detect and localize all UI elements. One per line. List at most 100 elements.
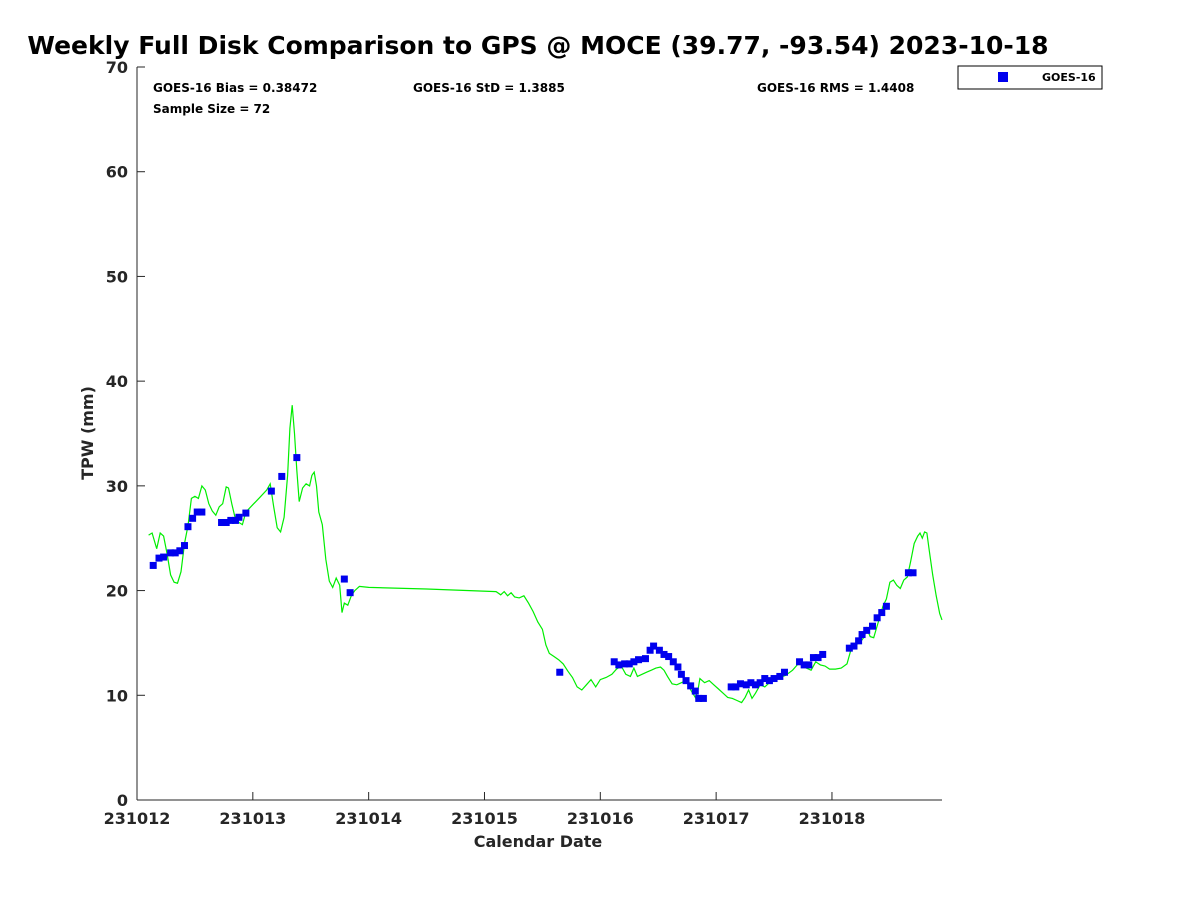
y-tick-label: 60 — [106, 163, 128, 182]
goes-point — [845, 644, 853, 652]
x-tick-label: 231018 — [799, 809, 866, 828]
gps-line — [148, 405, 943, 704]
y-axis-label: TPW (mm) — [78, 386, 97, 480]
goes-point — [674, 663, 682, 671]
goes-point — [765, 677, 773, 685]
y-tick-label: 50 — [106, 267, 128, 286]
goes-point — [160, 553, 168, 561]
goes-point — [171, 549, 179, 557]
goes-point — [850, 642, 858, 650]
x-tick-label: 231017 — [683, 809, 750, 828]
goes-point — [655, 646, 663, 654]
goes-point — [747, 679, 755, 687]
goes-point — [556, 668, 564, 676]
goes-point — [776, 672, 784, 680]
axis-ticks: 0 10 20 30 40 50 60 70 231012 231013 231014 231015 2… — [104, 58, 866, 828]
goes-point — [610, 658, 618, 666]
std-annotation: GOES-16 StD = 1.3885 — [413, 81, 565, 95]
goes-point — [293, 454, 301, 462]
goes-point — [193, 508, 201, 516]
goes-point — [677, 670, 685, 678]
goes-point — [635, 656, 643, 664]
goes-point — [167, 549, 175, 557]
goes-point — [814, 654, 822, 662]
goes-point — [660, 650, 668, 658]
goes-point — [149, 561, 157, 569]
goes-point — [346, 589, 354, 597]
goes-point — [682, 677, 690, 685]
legend-label: GOES-16 — [1042, 71, 1096, 84]
rms-annotation: GOES-16 RMS = 1.4408 — [757, 81, 914, 95]
goes-point — [882, 602, 890, 610]
y-tick-label: 20 — [106, 582, 128, 601]
goes-point — [904, 569, 912, 577]
goes-point — [780, 668, 788, 676]
goes-point — [687, 682, 695, 690]
goes-point — [691, 687, 699, 695]
goes-point — [650, 642, 658, 650]
goes-point — [189, 514, 197, 522]
goes-point — [742, 681, 750, 689]
goes-point — [340, 575, 348, 583]
goes-point — [752, 681, 760, 689]
gps-series — [148, 405, 943, 704]
plot-area — [137, 67, 942, 800]
goes-point — [819, 650, 827, 658]
goes-point — [630, 658, 638, 666]
chart-title: Weekly Full Disk Comparison to GPS @ MOC… — [27, 31, 1048, 60]
legend-box — [957, 65, 1103, 90]
legend: GOES-16 — [957, 65, 1103, 90]
x-axis-label: Calendar Date — [474, 832, 603, 851]
goes-point — [218, 519, 226, 527]
goes-point — [732, 683, 740, 691]
goes-point — [176, 547, 184, 555]
goes-point — [796, 658, 804, 666]
goes-point — [242, 509, 250, 517]
goes-point — [909, 569, 917, 577]
goes-point — [155, 554, 163, 562]
goes-point — [227, 516, 235, 524]
goes-point — [878, 609, 886, 617]
goes-point — [641, 655, 649, 663]
goes-point — [727, 683, 735, 691]
goes-point — [699, 694, 707, 702]
bias-annotation: GOES-16 Bias = 0.38472 — [153, 81, 317, 95]
goes-point — [615, 661, 623, 669]
y-tick-label: 30 — [106, 477, 128, 496]
y-tick-label: 10 — [106, 686, 128, 705]
goes-point — [278, 472, 286, 480]
x-tick-label: 231014 — [335, 809, 402, 828]
goes-point — [800, 661, 808, 669]
legend-marker — [998, 72, 1008, 82]
goes-point — [267, 487, 275, 495]
y-tick-label: 70 — [106, 58, 128, 77]
goes-point — [873, 614, 881, 622]
goes-point — [695, 694, 703, 702]
x-tick-label: 231012 — [104, 809, 171, 828]
goes-point — [805, 661, 813, 669]
goes-point — [869, 622, 877, 630]
sample-size-annotation: Sample Size = 72 — [153, 102, 270, 116]
goes-point — [625, 660, 633, 668]
goes-point — [761, 675, 769, 683]
goes-point — [809, 654, 817, 662]
goes-point — [736, 680, 744, 688]
goes-point — [198, 508, 206, 516]
goes-point — [184, 523, 192, 531]
goes-point — [646, 646, 654, 654]
x-tick-label: 231015 — [451, 809, 518, 828]
goes-point — [669, 658, 677, 666]
goes-point — [863, 626, 871, 634]
x-tick-label: 231013 — [219, 809, 286, 828]
goes-series — [149, 454, 917, 702]
y-tick-label: 40 — [106, 372, 128, 391]
goes-point — [858, 631, 866, 639]
goes-point — [222, 519, 230, 527]
y-tick-label: 0 — [117, 791, 128, 810]
goes-point — [770, 675, 778, 683]
goes-point — [855, 637, 863, 645]
goes-point — [180, 542, 188, 550]
goes-point — [235, 513, 243, 521]
x-tick-label: 231016 — [567, 809, 634, 828]
